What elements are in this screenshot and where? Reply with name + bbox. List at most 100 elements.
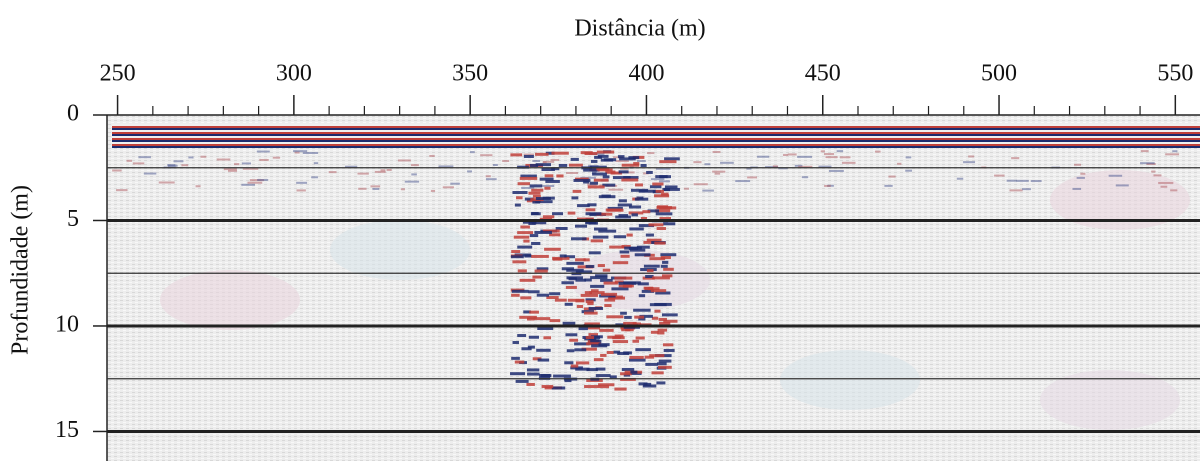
texture xyxy=(629,227,644,231)
texture xyxy=(608,188,624,191)
texture xyxy=(1011,157,1020,160)
texture xyxy=(587,203,597,207)
texture xyxy=(592,172,607,176)
texture xyxy=(257,178,269,181)
texture xyxy=(897,162,902,165)
texture xyxy=(531,188,544,192)
texture xyxy=(619,157,636,161)
texture xyxy=(712,170,726,173)
texture xyxy=(551,151,569,155)
texture xyxy=(571,237,587,241)
texture xyxy=(512,341,519,345)
texture xyxy=(558,163,568,167)
texture xyxy=(641,289,655,293)
texture xyxy=(1080,172,1086,175)
texture xyxy=(411,173,417,176)
texture xyxy=(565,285,577,289)
texture xyxy=(1006,179,1017,182)
texture xyxy=(585,264,595,268)
texture xyxy=(645,274,654,278)
texture xyxy=(541,384,554,388)
texture xyxy=(637,160,646,163)
texture xyxy=(521,186,535,189)
texture xyxy=(657,205,669,209)
texture xyxy=(645,233,654,237)
texture xyxy=(605,170,616,174)
texture xyxy=(293,150,308,153)
texture xyxy=(646,269,654,273)
texture xyxy=(621,178,639,182)
texture xyxy=(173,160,184,163)
texture xyxy=(585,336,595,340)
texture xyxy=(664,185,678,189)
texture xyxy=(564,361,574,365)
texture xyxy=(511,293,520,297)
texture xyxy=(594,227,608,231)
texture xyxy=(597,154,609,158)
texture xyxy=(564,302,573,306)
texture xyxy=(529,163,539,167)
texture xyxy=(609,245,625,249)
texture xyxy=(480,154,493,157)
texture xyxy=(528,290,540,294)
texture xyxy=(588,221,598,225)
texture xyxy=(1022,188,1031,191)
texture xyxy=(1016,179,1029,182)
texture xyxy=(634,197,649,201)
texture xyxy=(551,167,560,171)
texture xyxy=(661,192,669,196)
texture xyxy=(839,156,851,159)
texture xyxy=(646,170,653,174)
texture xyxy=(570,366,583,370)
texture xyxy=(296,189,306,192)
texture xyxy=(663,188,671,192)
texture xyxy=(657,365,672,369)
texture xyxy=(1140,150,1149,153)
texture xyxy=(630,370,638,374)
texture xyxy=(634,183,643,187)
texture xyxy=(612,340,629,344)
texture xyxy=(584,278,592,282)
texture xyxy=(116,189,128,192)
texture xyxy=(595,274,608,278)
texture xyxy=(511,250,521,254)
texture xyxy=(247,181,263,184)
texture xyxy=(655,209,671,213)
texture xyxy=(552,212,564,216)
texture xyxy=(510,372,526,376)
texture xyxy=(836,150,844,153)
texture xyxy=(704,163,711,166)
texture xyxy=(655,189,664,193)
texture xyxy=(649,257,666,261)
texture xyxy=(511,289,529,293)
texture xyxy=(590,159,598,163)
texture xyxy=(577,204,590,208)
texture xyxy=(574,348,587,352)
texture xyxy=(386,168,392,171)
texture xyxy=(620,377,636,381)
texture xyxy=(575,270,593,274)
texture xyxy=(651,371,664,375)
texture xyxy=(583,258,590,262)
texture xyxy=(228,169,238,172)
texture xyxy=(652,276,670,280)
texture xyxy=(643,172,649,175)
texture xyxy=(600,385,610,389)
texture xyxy=(544,186,551,190)
texture xyxy=(663,319,678,323)
texture xyxy=(575,361,590,365)
texture xyxy=(590,339,600,343)
texture xyxy=(313,162,319,165)
texture xyxy=(576,304,584,308)
texture xyxy=(598,343,610,347)
texture xyxy=(567,211,576,215)
texture xyxy=(606,350,614,354)
texture xyxy=(620,372,632,376)
texture xyxy=(590,284,605,288)
texture xyxy=(648,223,664,227)
texture xyxy=(659,321,671,325)
texture xyxy=(575,278,587,282)
texture xyxy=(517,231,534,235)
texture xyxy=(888,175,896,178)
texture xyxy=(794,164,803,167)
